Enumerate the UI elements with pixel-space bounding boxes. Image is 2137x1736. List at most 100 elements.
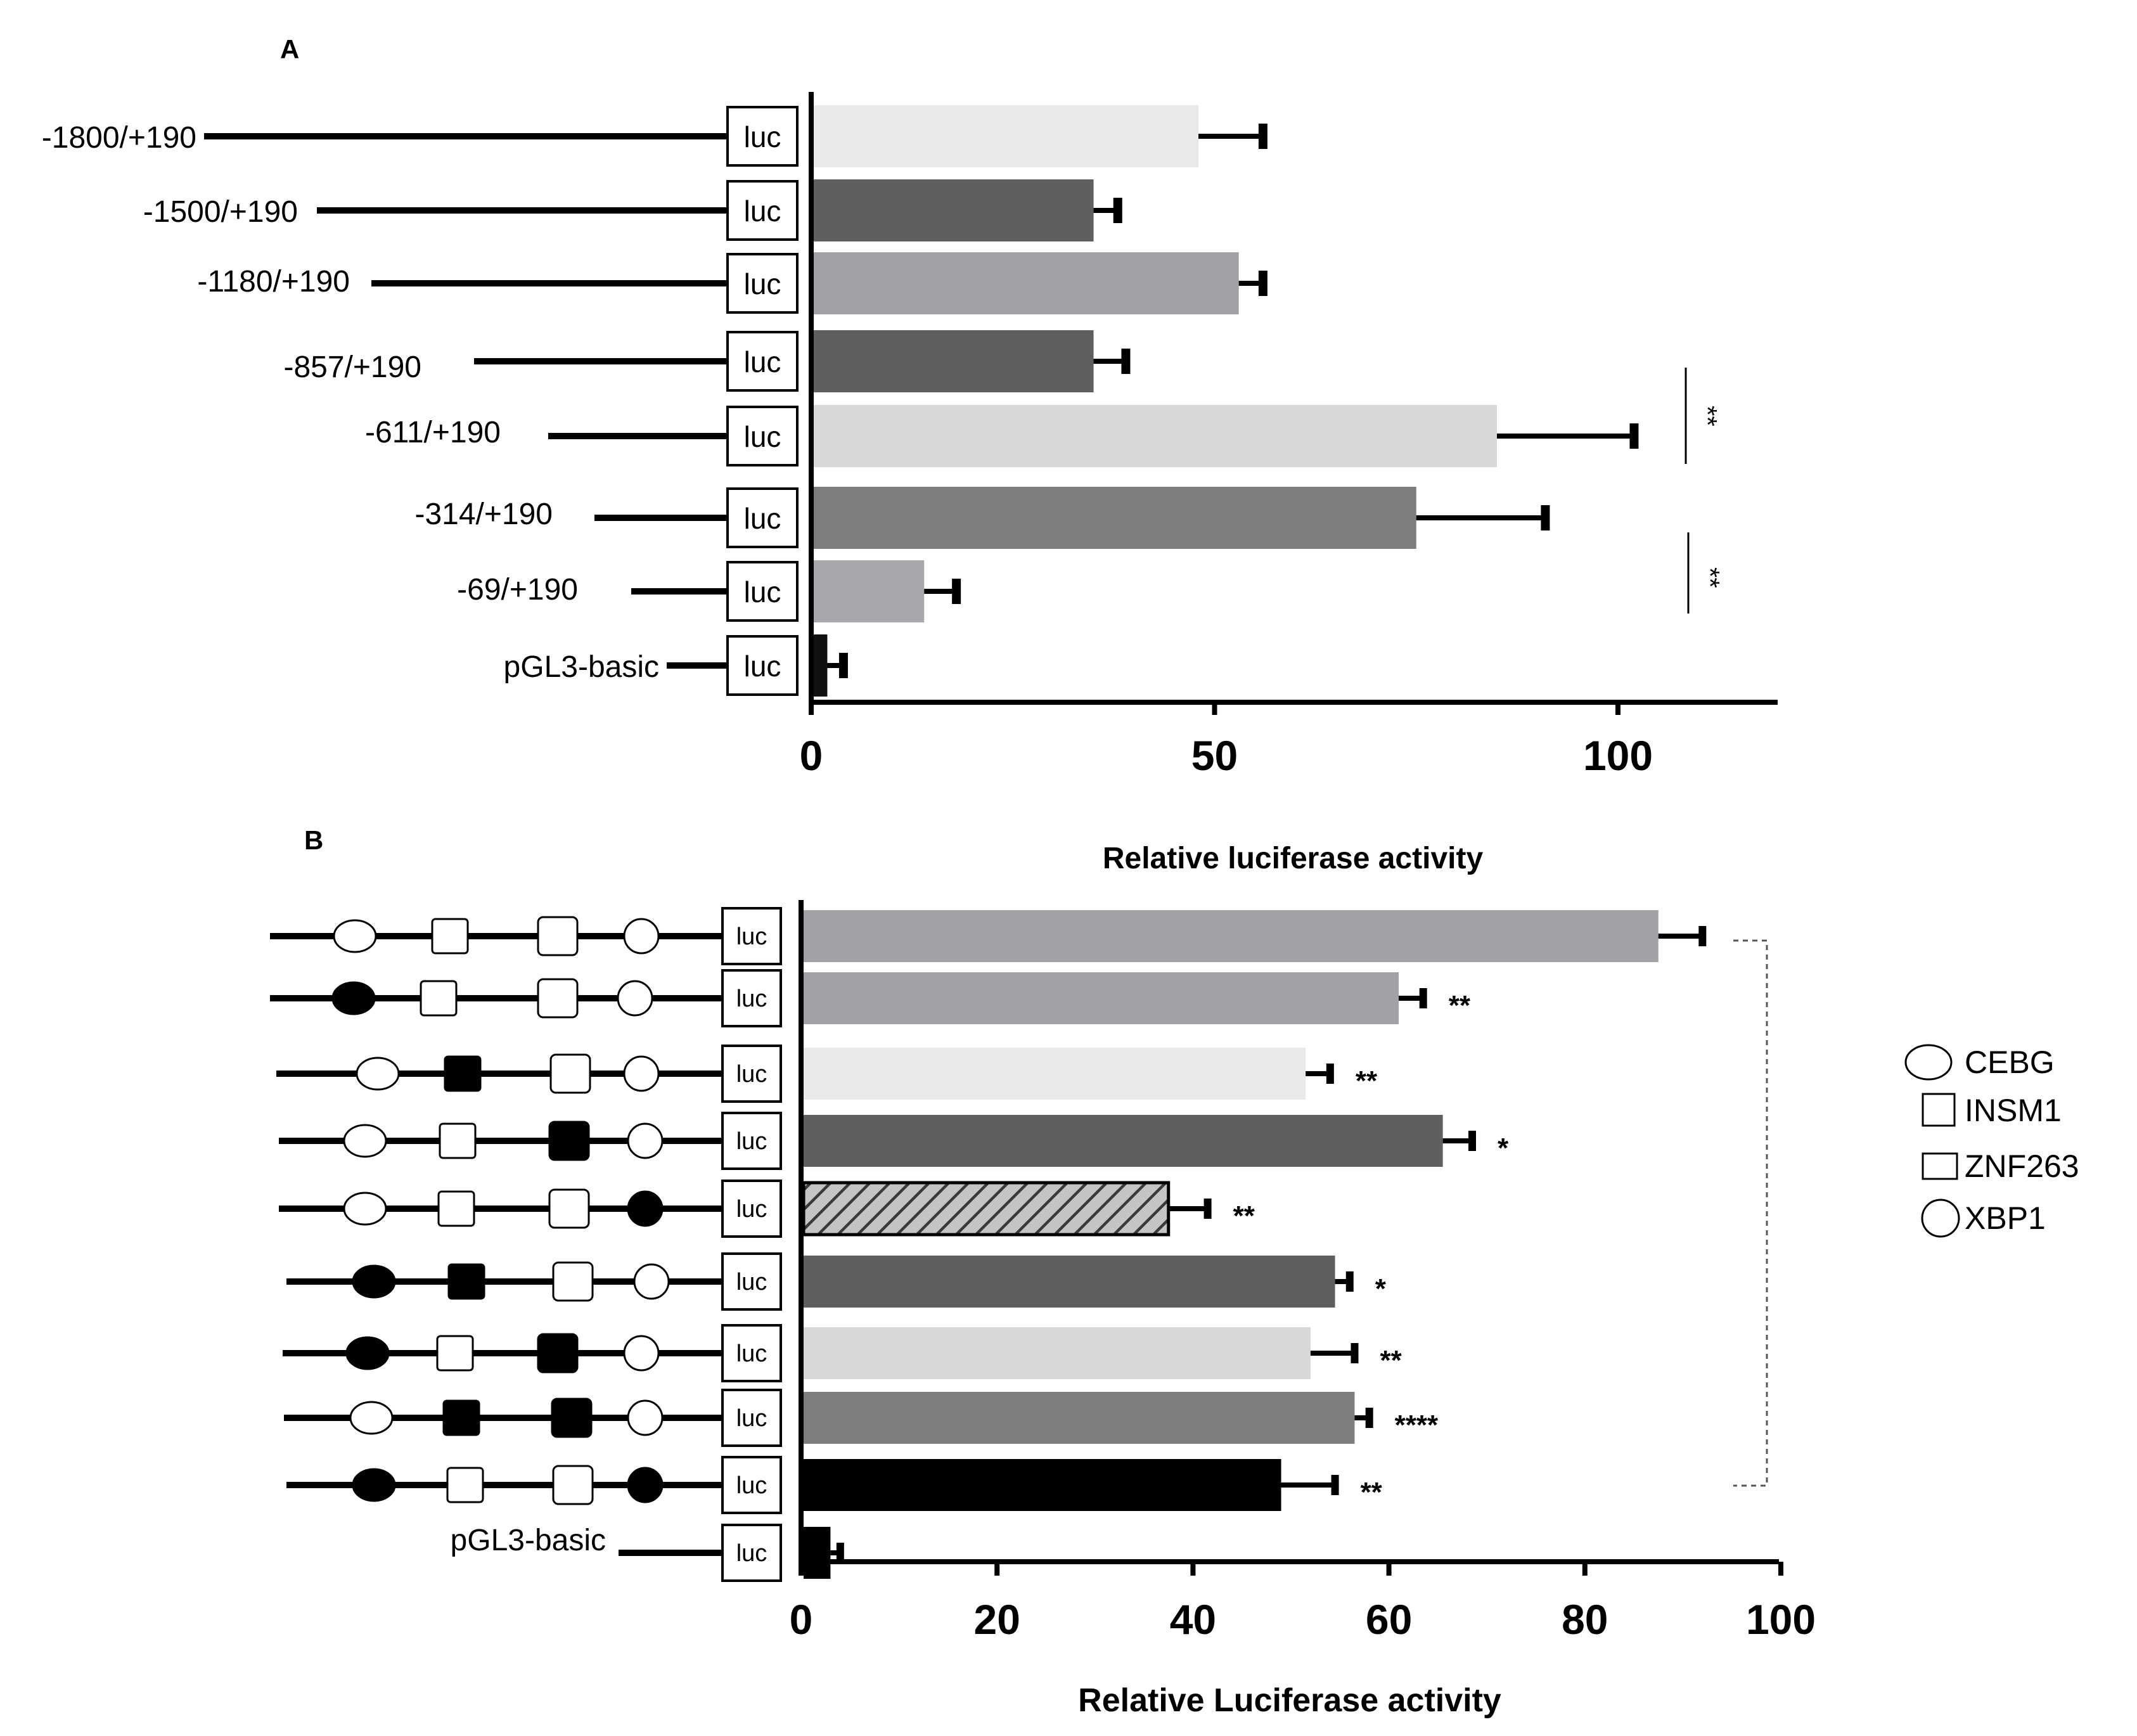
panel-b-row: luc ** <box>279 1180 1255 1238</box>
panel-a-luc-box <box>726 487 799 548</box>
panel-b-luc-box <box>721 1252 782 1311</box>
panel-a-luc-box <box>726 561 799 622</box>
panel-a-construct-label: -611/+190 <box>365 416 501 449</box>
cebg-site-icon <box>343 1192 387 1226</box>
panel-b-luc-box <box>721 1180 782 1238</box>
panel-b-x-tick-label: 40 <box>1170 1596 1216 1643</box>
panel-b-luc-label: luc <box>736 1540 767 1567</box>
insm1-site-icon <box>437 1190 475 1227</box>
panel-a-bar <box>814 252 1239 314</box>
panel-b-x-tick-label: 100 <box>1746 1596 1816 1643</box>
legend-znf263-icon <box>1922 1152 1958 1180</box>
panel-a-luc-box <box>726 180 799 241</box>
panel-b-luc-box <box>721 1112 782 1170</box>
panel-a-row: pGL3-basic luc <box>504 634 848 697</box>
panel-a-construct-label: -314/+190 <box>414 498 553 531</box>
cebg-site-icon <box>349 1401 394 1435</box>
panel-b-row: pGL3-basic luc <box>451 1524 844 1582</box>
panel-a-significance-stars: ** <box>1693 406 1723 427</box>
xbp1-site-icon <box>623 1055 660 1092</box>
xbp1-site-icon <box>633 1263 670 1300</box>
insm1-site-icon <box>446 1467 484 1503</box>
panel-b-x-tick-label: 20 <box>973 1596 1020 1643</box>
panel-a-luc-label: luc <box>744 575 781 608</box>
panel-a-luc-box <box>726 253 799 314</box>
panel-b-x-tick-label: 0 <box>790 1596 813 1643</box>
panel-a-bar <box>814 105 1199 167</box>
panel-a-luc-label: luc <box>744 650 781 683</box>
insm1-site-icon <box>439 1122 477 1159</box>
panel-b-legend: CEBG INSM1 ZNF263 XBP1 <box>1904 1044 2079 1238</box>
panel-a-row: -69/+190 luc <box>457 560 961 622</box>
panel-a-luc-label: luc <box>744 345 781 378</box>
panel-b-luc-label: luc <box>736 1405 767 1432</box>
panel-b-luc-label: luc <box>736 1128 767 1155</box>
panel-b-luc-label: luc <box>736 923 767 950</box>
xbp1-site-icon <box>617 980 653 1017</box>
legend-insm1-icon <box>1922 1093 1956 1127</box>
panel-b-significance-stars: ** <box>1356 1065 1378 1096</box>
panel-b-bar <box>804 1527 831 1579</box>
panel-a-significance-stars: ** <box>1695 567 1725 588</box>
insm1-site-icon <box>436 1335 474 1372</box>
panel-a-luc-box <box>726 406 799 466</box>
legend-cebg-icon <box>1904 1044 1953 1081</box>
legend-label: INSM1 <box>1965 1093 2062 1128</box>
panel-b-luc-label: luc <box>736 1061 767 1088</box>
insm1-site-icon <box>444 1055 482 1092</box>
cebg-site-icon <box>331 981 376 1015</box>
panel-a-construct-label: -857/+190 <box>283 350 421 384</box>
panel-b-significance-stars: ** <box>1449 990 1471 1021</box>
panel-b-significance-stars: ** <box>1380 1345 1402 1376</box>
panel-b-bar <box>804 1115 1443 1167</box>
panel-a-construct-label: -69/+190 <box>457 573 578 607</box>
panel-b-row: luc * <box>279 1112 1509 1170</box>
panel-a-luc-label: luc <box>744 502 781 535</box>
panel-b-baseline-label: pGL3-basic <box>451 1524 606 1557</box>
panel-a-luc-label: luc <box>744 195 781 228</box>
znf263-site-icon <box>548 1188 590 1229</box>
panel-b-bar <box>804 1048 1306 1100</box>
legend-label: CEBG <box>1965 1045 2055 1080</box>
znf263-site-icon <box>552 1261 594 1302</box>
panel-b-luc-label: luc <box>736 986 767 1012</box>
znf263-site-icon <box>548 1121 590 1161</box>
panel-b-luc-box <box>721 1389 782 1447</box>
panel-b-luc-box <box>721 969 782 1027</box>
panel-b-significance-stars: **** <box>1395 1410 1439 1441</box>
xbp1-site-icon <box>623 1335 660 1372</box>
panel-b-luc-label: luc <box>736 1472 767 1499</box>
znf263-site-icon <box>551 1398 593 1438</box>
panel-a-luc-box <box>726 106 799 167</box>
panel-b-row: luc ** <box>286 1456 1383 1514</box>
znf263-site-icon <box>537 1333 579 1373</box>
insm1-site-icon <box>431 918 469 955</box>
panel-b-luc-box <box>721 1524 782 1582</box>
legend-item: CEBG <box>1904 1044 2055 1081</box>
insm1-site-icon <box>420 980 458 1017</box>
panel-a-luc-label: luc <box>744 267 781 300</box>
xbp1-site-icon <box>627 1122 664 1159</box>
panel-b-row: luc ** <box>276 1045 1378 1103</box>
panel-a-row: -1500/+190 luc <box>143 179 1122 241</box>
panel-a-luc-box <box>726 331 799 392</box>
cebg-site-icon <box>352 1264 396 1299</box>
panel-b-significance-stars: ** <box>1233 1200 1255 1231</box>
panel-a-construct-label: pGL3-basic <box>504 650 659 684</box>
znf263-site-icon <box>549 1053 591 1094</box>
panel-b-bar <box>804 1327 1311 1379</box>
panel-a-construct-label: -1500/+190 <box>143 195 298 229</box>
panel-b-x-axis-title: Relative Luciferase activity <box>1078 1682 1501 1719</box>
panel-b-luc-box <box>721 1324 782 1382</box>
znf263-site-icon <box>537 916 579 956</box>
xbp1-site-icon <box>627 1399 664 1436</box>
panel-b-row: luc **** <box>284 1389 1439 1447</box>
panel-b-luc-label: luc <box>736 1341 767 1367</box>
legend-xbp1-icon <box>1921 1199 1960 1238</box>
panel-b-x-tick-label: 80 <box>1562 1596 1608 1643</box>
panel-b-bar <box>804 1459 1281 1511</box>
cebg-site-icon <box>343 1124 387 1158</box>
legend-item: INSM1 <box>1922 1093 2062 1128</box>
legend-label: XBP1 <box>1965 1200 2046 1236</box>
